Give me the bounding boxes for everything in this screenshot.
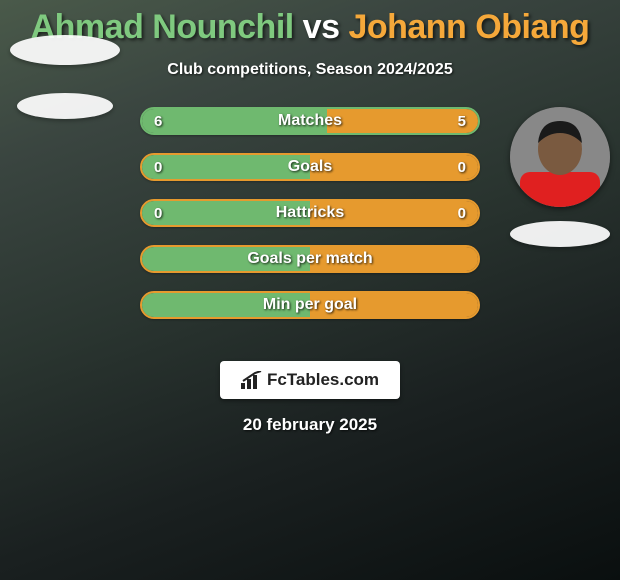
date-label: 20 february 2025: [0, 415, 620, 435]
bar-value-left: 0: [154, 201, 162, 225]
player-icon: [510, 107, 610, 207]
bar-label: Goals: [142, 155, 478, 179]
stat-bars: Matches65Goals00Hattricks00Goals per mat…: [140, 107, 480, 337]
bar-value-right: 0: [458, 201, 466, 225]
fctables-logo: FcTables.com: [220, 361, 400, 399]
avatar-shadow: [17, 93, 113, 119]
bar-label: Hattricks: [142, 201, 478, 225]
stat-bar-row: Goals0 0: [140, 153, 480, 181]
avatar-shadow: [10, 35, 120, 65]
bar-label: Goals per match: [142, 247, 478, 271]
title-player2: Johann Obiang: [348, 8, 589, 46]
player1-avatar: [10, 107, 120, 119]
avatar-image: [510, 107, 610, 207]
stat-bar-row: Hattricks0 0: [140, 199, 480, 227]
bar-value-right: 5: [458, 109, 466, 133]
subtitle: Club competitions, Season 2024/2025: [0, 61, 620, 79]
stat-bar-row: Goals per match: [140, 245, 480, 273]
title-vs: vs: [294, 8, 349, 46]
chart-icon: [241, 371, 263, 389]
logo-text: FcTables.com: [267, 370, 379, 390]
avatar-shadow: [510, 221, 610, 247]
bar-value-left: 0: [154, 155, 162, 179]
bar-value-right: 0: [458, 155, 466, 179]
stat-bar-row: Min per goal: [140, 291, 480, 319]
bar-value-left: 6: [154, 109, 162, 133]
comparison-area: Matches65Goals00Hattricks00Goals per mat…: [0, 107, 620, 347]
player2-avatar: [510, 107, 610, 247]
bar-label: Min per goal: [142, 293, 478, 317]
bar-label: Matches: [142, 109, 478, 133]
stat-bar-row: Matches6 5: [140, 107, 480, 135]
